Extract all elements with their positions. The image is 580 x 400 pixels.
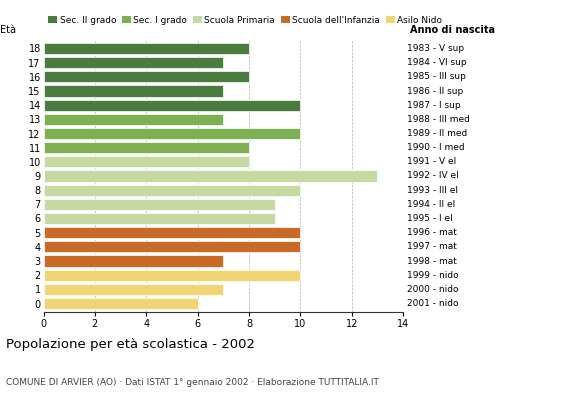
Text: 1994 - II el: 1994 - II el — [407, 200, 455, 209]
Text: 1990 - I med: 1990 - I med — [407, 143, 464, 152]
Text: 1997 - mat: 1997 - mat — [407, 242, 456, 251]
Bar — [44, 170, 378, 182]
Bar — [44, 256, 223, 266]
Text: 1999 - nido: 1999 - nido — [407, 271, 458, 280]
Bar — [44, 227, 300, 238]
Bar — [44, 71, 249, 82]
Text: 1984 - VI sup: 1984 - VI sup — [407, 58, 466, 67]
Text: 1992 - IV el: 1992 - IV el — [407, 172, 458, 180]
Text: 1995 - I el: 1995 - I el — [407, 214, 452, 223]
Text: Età: Età — [1, 24, 16, 34]
Bar — [44, 241, 300, 252]
Bar — [44, 43, 249, 54]
Text: 1996 - mat: 1996 - mat — [407, 228, 456, 237]
Bar — [44, 142, 249, 153]
Text: 1993 - III el: 1993 - III el — [407, 186, 458, 195]
Text: 1989 - II med: 1989 - II med — [407, 129, 467, 138]
Legend: Sec. II grado, Sec. I grado, Scuola Primaria, Scuola dell'Infanzia, Asilo Nido: Sec. II grado, Sec. I grado, Scuola Prim… — [48, 16, 443, 25]
Bar — [44, 185, 300, 196]
Bar — [44, 213, 275, 224]
Text: 1987 - I sup: 1987 - I sup — [407, 101, 460, 110]
Text: 1998 - mat: 1998 - mat — [407, 256, 456, 266]
Text: 2001 - nido: 2001 - nido — [407, 299, 458, 308]
Bar — [44, 114, 223, 125]
Text: 1986 - II sup: 1986 - II sup — [407, 86, 463, 96]
Bar — [44, 86, 223, 96]
Bar — [44, 100, 300, 111]
Text: Anno di nascita: Anno di nascita — [410, 24, 495, 34]
Text: 1983 - V sup: 1983 - V sup — [407, 44, 463, 53]
Bar — [44, 199, 275, 210]
Text: Popolazione per età scolastica - 2002: Popolazione per età scolastica - 2002 — [6, 338, 255, 351]
Text: 1991 - V el: 1991 - V el — [407, 157, 456, 166]
Bar — [44, 156, 249, 167]
Bar — [44, 128, 300, 139]
Text: 1985 - III sup: 1985 - III sup — [407, 72, 466, 81]
Text: COMUNE DI ARVIER (AO) · Dati ISTAT 1° gennaio 2002 · Elaborazione TUTTITALIA.IT: COMUNE DI ARVIER (AO) · Dati ISTAT 1° ge… — [6, 378, 379, 387]
Text: 1988 - III med: 1988 - III med — [407, 115, 469, 124]
Text: 2000 - nido: 2000 - nido — [407, 285, 458, 294]
Bar — [44, 284, 223, 295]
Bar — [44, 57, 223, 68]
Bar — [44, 298, 198, 309]
Bar — [44, 270, 300, 281]
